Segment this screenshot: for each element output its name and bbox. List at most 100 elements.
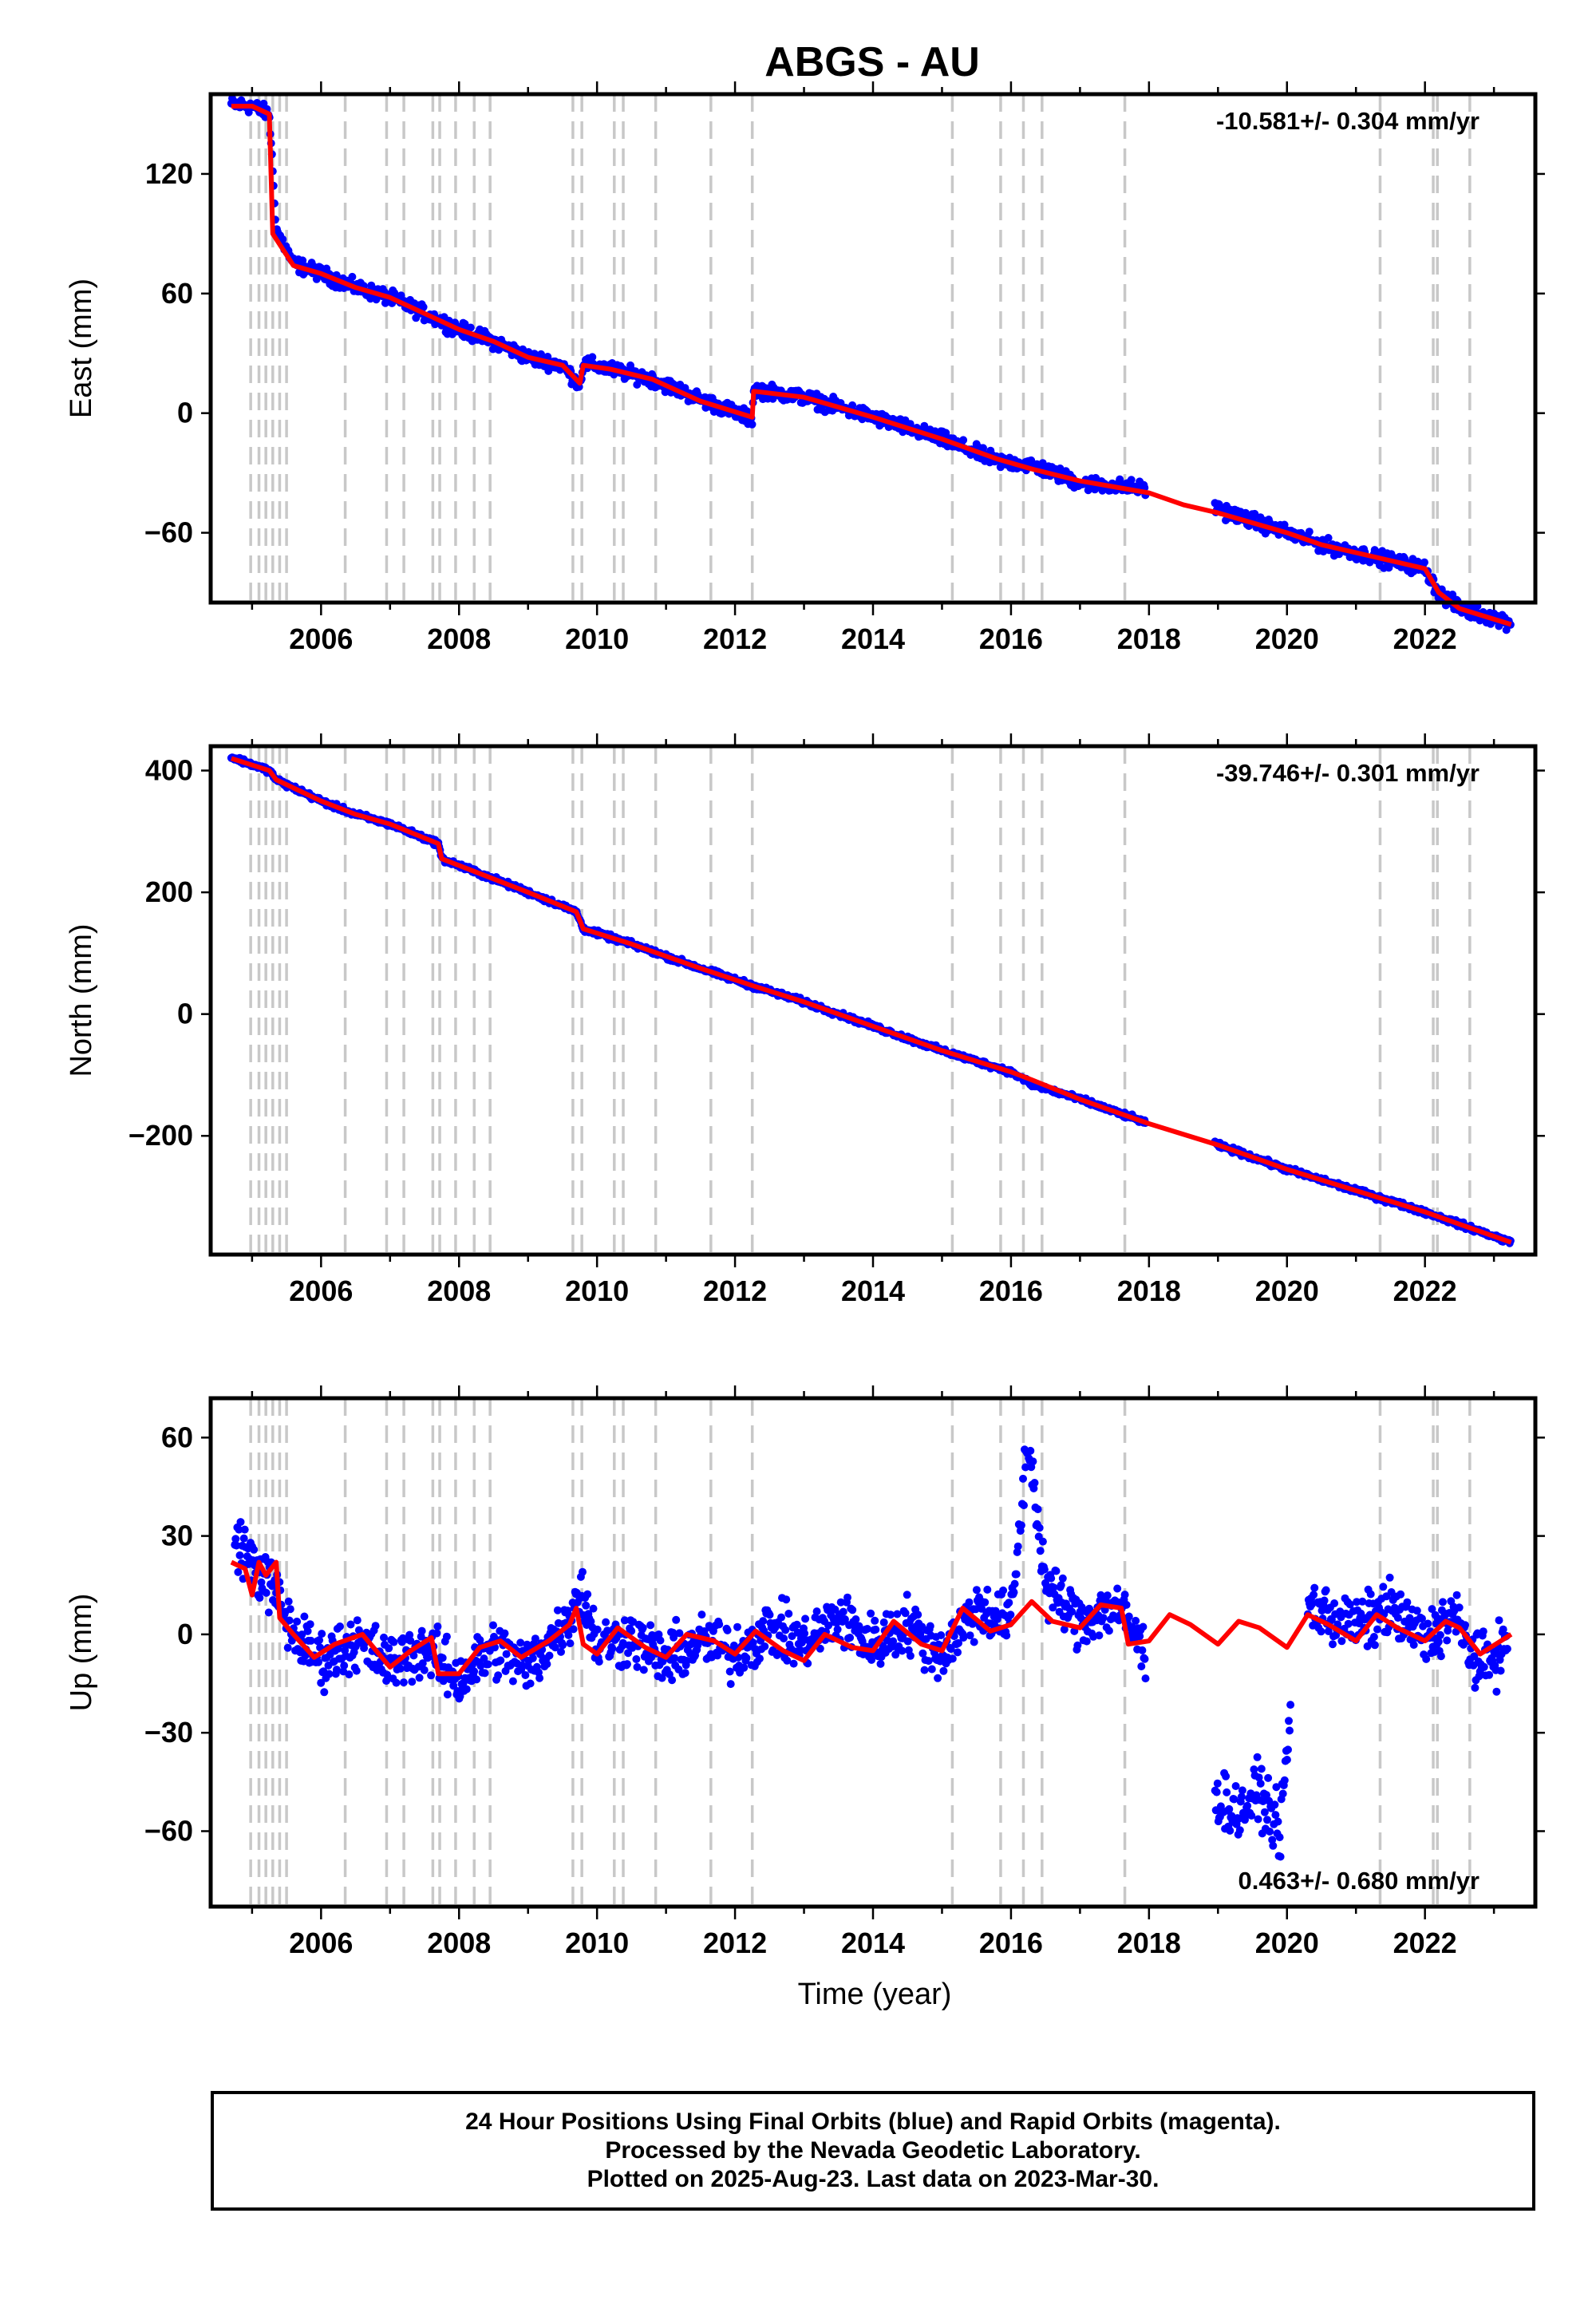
data-point bbox=[937, 1631, 946, 1639]
data-point bbox=[470, 1667, 479, 1676]
data-point bbox=[371, 1622, 380, 1630]
data-point bbox=[918, 1649, 927, 1658]
data-point bbox=[1370, 1641, 1379, 1650]
data-point bbox=[521, 1671, 530, 1679]
data-point bbox=[1366, 1590, 1375, 1599]
data-point bbox=[1330, 1599, 1339, 1607]
data-point bbox=[1452, 1591, 1461, 1599]
x-tick-label: 2012 bbox=[703, 1275, 767, 1307]
data-point bbox=[456, 1692, 464, 1701]
data-point bbox=[235, 1525, 243, 1534]
data-point bbox=[903, 1637, 912, 1646]
data-point bbox=[516, 1638, 525, 1647]
data-point bbox=[1040, 1565, 1049, 1574]
data-point bbox=[1280, 520, 1289, 529]
data-point bbox=[639, 1666, 648, 1674]
data-point bbox=[301, 1651, 310, 1660]
data-point bbox=[620, 1616, 629, 1625]
data-point bbox=[1254, 1815, 1262, 1824]
data-point bbox=[1137, 1662, 1146, 1670]
data-point bbox=[1047, 1574, 1056, 1583]
y-tick-label: 0 bbox=[177, 397, 193, 429]
data-point bbox=[1418, 1614, 1426, 1623]
data-point bbox=[518, 1661, 527, 1670]
data-point bbox=[901, 1609, 910, 1618]
data-point bbox=[972, 1586, 981, 1595]
data-point bbox=[1002, 1631, 1011, 1640]
y-tick-label: −30 bbox=[144, 1716, 193, 1749]
data-point bbox=[1499, 1625, 1507, 1634]
data-point bbox=[1320, 1596, 1329, 1605]
data-point bbox=[1013, 1542, 1022, 1551]
data-point bbox=[840, 1615, 849, 1623]
data-point bbox=[332, 1666, 341, 1674]
data-point bbox=[863, 1625, 871, 1633]
data-point bbox=[314, 1658, 322, 1666]
data-point bbox=[920, 1666, 929, 1674]
data-point bbox=[484, 1660, 492, 1669]
data-point bbox=[999, 1586, 1008, 1595]
data-point bbox=[1103, 1591, 1112, 1600]
data-point bbox=[1057, 1581, 1065, 1590]
data-point bbox=[1213, 1779, 1222, 1788]
data-point bbox=[1271, 1811, 1280, 1820]
data-point bbox=[1237, 1792, 1246, 1801]
plot-frame bbox=[208, 92, 1538, 605]
data-point bbox=[748, 420, 757, 429]
data-point bbox=[836, 1598, 845, 1607]
y-tick-label: −60 bbox=[144, 516, 193, 549]
data-point bbox=[325, 1670, 334, 1678]
data-point bbox=[1270, 1800, 1279, 1809]
data-point bbox=[1428, 1605, 1436, 1614]
data-point bbox=[632, 1655, 641, 1663]
data-point bbox=[1124, 1612, 1133, 1621]
data-point bbox=[336, 1622, 344, 1630]
data-point bbox=[1029, 1457, 1037, 1466]
y-tick-label: 60 bbox=[161, 1421, 193, 1453]
data-point bbox=[1226, 1826, 1235, 1835]
data-point bbox=[1035, 1524, 1044, 1532]
data-point bbox=[959, 436, 968, 445]
data-point bbox=[1260, 1808, 1269, 1816]
data-point bbox=[1492, 1687, 1501, 1696]
data-point bbox=[924, 1657, 933, 1666]
data-point bbox=[557, 1647, 565, 1656]
data-point bbox=[442, 1632, 451, 1641]
data-point bbox=[723, 1626, 732, 1634]
data-point bbox=[508, 1677, 517, 1686]
data-point bbox=[1439, 1598, 1447, 1607]
data-point bbox=[781, 1626, 790, 1634]
data-point bbox=[1140, 1654, 1149, 1663]
data-point bbox=[1353, 1598, 1361, 1607]
data-point bbox=[726, 1680, 735, 1689]
data-point bbox=[1284, 1745, 1292, 1754]
data-point bbox=[768, 394, 777, 403]
data-point bbox=[1324, 1627, 1333, 1635]
x-tick-label: 2022 bbox=[1393, 1275, 1457, 1307]
data-point bbox=[1317, 1627, 1325, 1636]
data-point bbox=[966, 1631, 974, 1640]
data-point bbox=[800, 1629, 809, 1638]
data-point bbox=[462, 1685, 471, 1694]
data-point bbox=[633, 1662, 642, 1671]
series-model-line bbox=[230, 1559, 1513, 1677]
data-point bbox=[283, 1643, 292, 1652]
data-point bbox=[789, 1659, 798, 1668]
data-point bbox=[1276, 1852, 1285, 1861]
data-point bbox=[433, 1622, 442, 1630]
data-point bbox=[906, 1651, 915, 1660]
data-point bbox=[352, 1666, 361, 1675]
plot-frame bbox=[208, 744, 1538, 1257]
data-point bbox=[1278, 1789, 1287, 1798]
y-axis-label: East (mm) bbox=[65, 279, 98, 418]
data-point bbox=[1282, 1756, 1291, 1764]
data-point bbox=[1139, 1622, 1148, 1631]
data-point bbox=[250, 1545, 259, 1554]
data-point bbox=[494, 1671, 503, 1680]
data-point bbox=[654, 1630, 663, 1638]
data-point bbox=[1254, 1773, 1263, 1782]
data-point bbox=[756, 1654, 764, 1663]
data-point bbox=[903, 1591, 911, 1599]
data-point bbox=[796, 1646, 804, 1654]
